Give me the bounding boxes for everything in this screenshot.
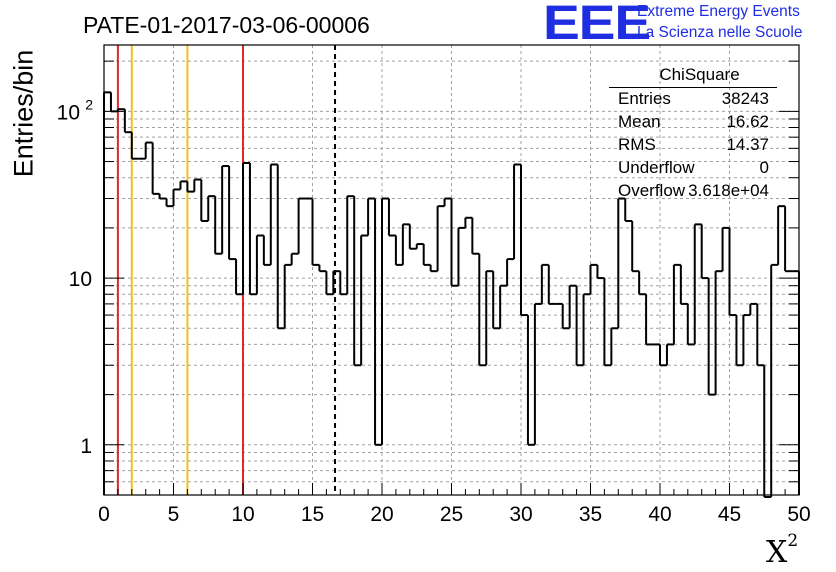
x-axis-label: X2 (766, 531, 798, 570)
x-tick-label: 20 (370, 503, 393, 526)
eee-logo: EEE (543, 0, 651, 50)
stats-key: Overflow (618, 181, 686, 200)
stats-title: ChiSquare (659, 65, 740, 84)
stats-key: Mean (618, 112, 661, 131)
x-tick-label: 35 (579, 503, 602, 526)
stats-box: ChiSquare Entries 38243 Mean 16.62 RMS 1… (609, 65, 777, 203)
reference-lines (116, 45, 337, 495)
y-tick-label: 10 (57, 101, 80, 124)
x-tick-label: 50 (787, 503, 810, 526)
stats-value: 14.37 (726, 135, 769, 154)
stats-row: RMS 14.37 (612, 134, 777, 157)
x-tick-label: 30 (509, 503, 532, 526)
chart-title: PATE-01-2017-03-06-00006 (83, 12, 370, 38)
logo-subtitle-line-2: La Scienza nelle Scuole (637, 24, 803, 41)
x-tick-label: 5 (168, 503, 180, 526)
x-tick-label: 10 (231, 503, 254, 526)
stats-value: 0 (759, 158, 769, 177)
x-axis-label-base: X (766, 535, 788, 570)
y-tick-label-exponent: 2 (85, 96, 93, 112)
y-tick-label: 1 (80, 435, 92, 458)
stats-value: 3.618e+04 (688, 181, 769, 200)
x-tick-label: 40 (648, 503, 671, 526)
stats-row: Overflow 3.618e+04 (612, 180, 777, 203)
x-tick-label: 45 (718, 503, 741, 526)
stats-key: RMS (618, 135, 656, 154)
axis-tick-labels: 0 5 10 15 20 25 30 35 40 45 50 1 10 10 2 (57, 96, 811, 526)
logo-subtitle-line-1: Extreme Energy Events (637, 3, 800, 20)
stats-divider (609, 87, 777, 88)
grid-lines (104, 45, 799, 496)
y-tick-label: 10 (69, 268, 92, 291)
x-tick-label: 15 (301, 503, 324, 526)
y-axis-label: Entries/bin (8, 49, 39, 178)
stats-key: Entries (618, 89, 671, 108)
x-axis-label-exponent: 2 (787, 531, 799, 551)
stats-row: Entries 38243 (612, 88, 777, 111)
stats-row: Underflow 0 (612, 157, 777, 180)
stats-value: 38243 (721, 89, 769, 108)
x-tick-label: 0 (98, 503, 110, 526)
axis-ticks (103, 60, 800, 496)
x-tick-label: 25 (440, 503, 463, 526)
stats-value: 16.62 (726, 112, 769, 131)
stats-row: Mean 16.62 (612, 111, 777, 134)
stats-key: Underflow (618, 158, 695, 177)
